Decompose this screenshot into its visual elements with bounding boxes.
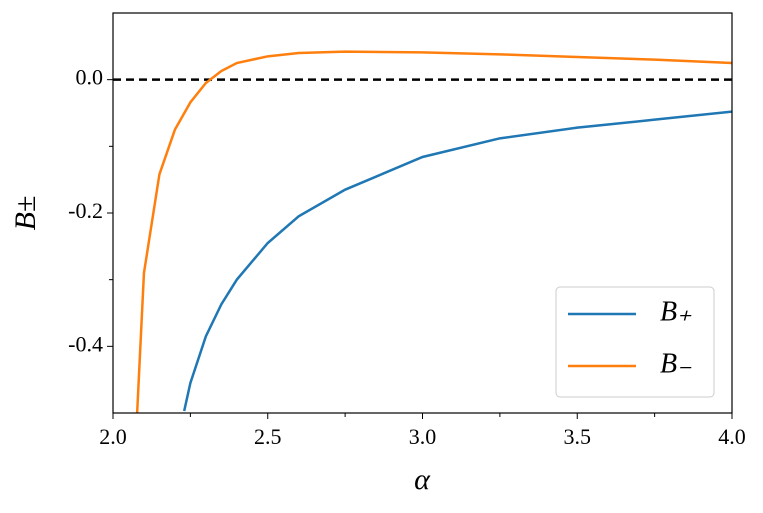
legend-label: B₊ <box>660 296 692 327</box>
x-tick-label: 2.0 <box>99 424 127 449</box>
series-line <box>182 110 732 412</box>
x-tick-label: 2.5 <box>254 424 282 449</box>
y-tick-label: -0.2 <box>68 198 103 223</box>
x-tick-label: 3.5 <box>564 424 592 449</box>
x-tick-label: 3.0 <box>409 424 437 449</box>
series-line <box>135 50 732 413</box>
legend-label: B₋ <box>660 348 692 379</box>
x-axis-label: α <box>414 463 431 496</box>
y-tick-label: -0.4 <box>68 331 103 356</box>
y-tick-label: 0.0 <box>76 65 104 90</box>
y-axis-label: B± <box>9 196 42 231</box>
x-tick-label: 4.0 <box>718 424 746 449</box>
